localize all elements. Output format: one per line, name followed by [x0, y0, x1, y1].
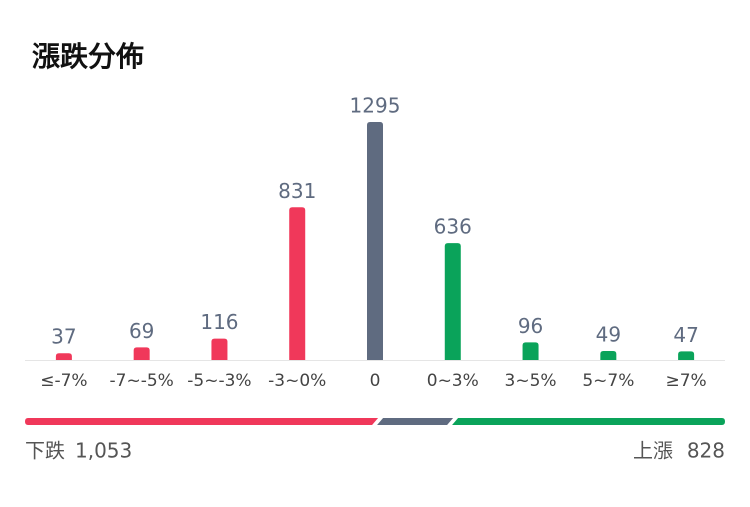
x-tick-label: ≤-7%	[40, 371, 87, 391]
bar	[444, 243, 461, 360]
x-tick-label: -7~-5%	[110, 371, 174, 391]
ratio-flat	[377, 418, 454, 425]
bar	[522, 342, 539, 360]
up-name: 上漲	[633, 439, 673, 463]
x-tick-label: 5~7%	[582, 371, 634, 391]
bar	[367, 122, 383, 360]
value-label: 831	[278, 179, 316, 203]
value-label: 96	[518, 314, 543, 338]
down-name: 下跌	[25, 439, 65, 463]
value-label: 47	[673, 323, 698, 347]
value-label: 1295	[350, 94, 401, 118]
value-label: 49	[596, 322, 621, 346]
x-tick-label: -5~-3%	[187, 371, 251, 391]
bar	[55, 353, 72, 360]
ratio-up	[452, 418, 725, 425]
x-tick-label: 0	[370, 371, 381, 391]
x-tick-label: -3~0%	[268, 371, 326, 391]
up-total: 828	[687, 439, 725, 463]
value-label: 37	[51, 325, 76, 349]
bar	[133, 347, 150, 360]
bar	[678, 351, 695, 360]
bar	[289, 207, 306, 360]
chart-title: 漲跌分佈	[32, 40, 144, 73]
x-tick-label: 3~5%	[505, 371, 557, 391]
value-label: 69	[129, 319, 154, 343]
bar	[211, 338, 228, 360]
down-total: 1,053	[75, 439, 132, 463]
value-label: 636	[434, 215, 472, 239]
bar	[600, 350, 617, 360]
value-label: 116	[200, 310, 238, 334]
x-tick-label: ≥7%	[666, 371, 707, 391]
x-tick-label: 0~3%	[427, 371, 479, 391]
ratio-down	[25, 418, 379, 425]
